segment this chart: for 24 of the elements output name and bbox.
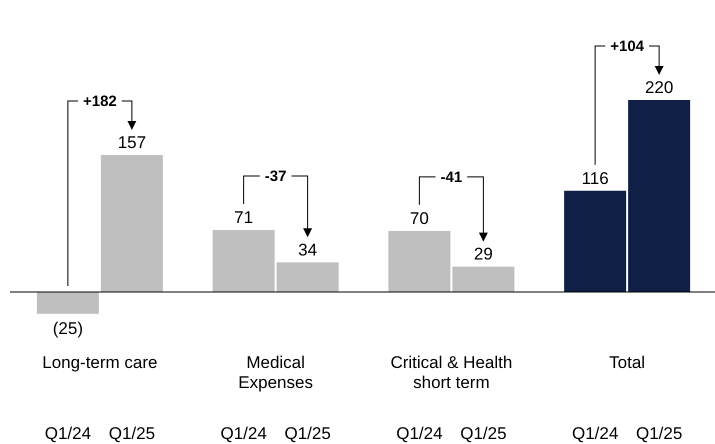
x-tick-label: Q1/24 [572, 424, 618, 443]
annotation: -37 [264, 168, 286, 186]
x-tick-label: Q1/24 [220, 424, 267, 443]
text: Medical Expenses [238, 353, 313, 392]
data-label: (25) [52, 318, 83, 338]
data-label: 116 [582, 168, 609, 188]
annotation: +182 [82, 92, 117, 110]
x-tick-label: Q1/24 [44, 424, 92, 443]
data-label: 220 [644, 78, 674, 97]
x-tick-label: Q1/25 [284, 424, 331, 443]
data-label: 70 [410, 208, 429, 228]
text: +104 [610, 38, 645, 55]
data-label: 157 [118, 132, 146, 152]
data-label: 29 [474, 244, 493, 264]
annotation: -41 [440, 168, 462, 186]
x-tick-label: Q1/25 [108, 424, 156, 443]
text: Total [609, 353, 646, 372]
data-label: 71 [234, 208, 254, 228]
text: Critical & Health short term [390, 353, 512, 392]
text: Long-term care [42, 353, 158, 372]
x-tick-label: Q1/25 [636, 424, 682, 443]
data-label: 34 [298, 240, 318, 260]
x-tick-label: Q1/24 [396, 424, 443, 443]
x-tick-label: Q1/25 [460, 424, 507, 443]
